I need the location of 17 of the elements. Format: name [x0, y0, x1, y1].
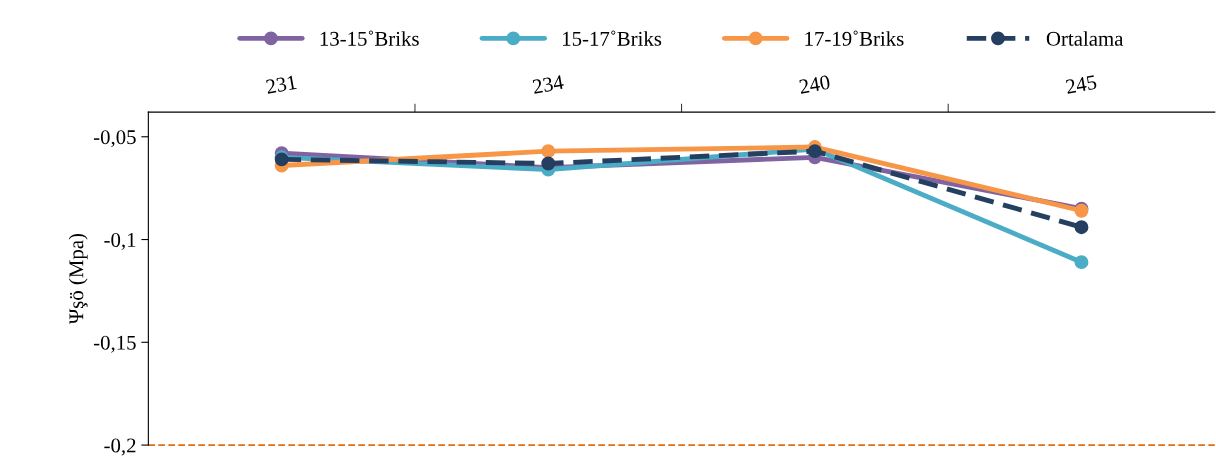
x-tick-label: 240 — [798, 74, 831, 94]
legend-label: 17-19˚Briks — [805, 30, 904, 46]
legend-label: Ortalama — [1046, 31, 1124, 46]
point — [541, 144, 556, 159]
y-tick-label: -0,2 — [104, 438, 136, 456]
x-tick-label: 231 — [265, 75, 297, 94]
y-axis-title: Ψşö (Mpa) — [68, 233, 88, 325]
legend-label: 13-15˚Briks — [320, 30, 419, 46]
y-tick-label: -0,05 — [93, 130, 136, 148]
x-tick-label: 234 — [532, 74, 565, 94]
y-tick-label: -0,1 — [104, 232, 136, 250]
legend-label: 15-17˚Briks — [563, 30, 662, 46]
point — [1074, 220, 1089, 235]
point — [1074, 255, 1089, 270]
point — [541, 156, 556, 171]
x-tick-label: 245 — [1065, 74, 1097, 94]
y-tick-label: -0,15 — [93, 335, 136, 353]
